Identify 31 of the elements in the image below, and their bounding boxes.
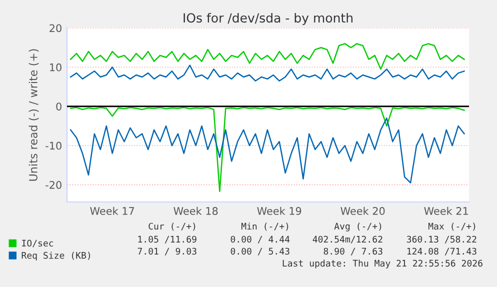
line-series — [70, 64, 465, 82]
line-series — [70, 118, 465, 184]
text: 0.00 / 4.44 — [230, 236, 290, 244]
text: Cur (-/+) — [148, 222, 196, 231]
y-tick-label: -10 — [46, 142, 62, 150]
y-tick-label: 0 — [56, 102, 62, 110]
text: 7.01 / 9.03 — [138, 248, 196, 256]
text: 360.13 /58.22 — [406, 236, 476, 244]
legend-label: Req Size (KB) — [22, 252, 90, 261]
text: 0.00 / 5.43 — [230, 248, 290, 256]
legend-label: IO/sec — [22, 240, 54, 248]
y-tick-label: -20 — [46, 180, 62, 189]
x-tick-label: Week 20 — [340, 206, 385, 215]
text: 402.54m/12.62 — [312, 236, 382, 244]
text: 124.08 /71.43 — [407, 248, 476, 256]
chart-title: IOs for /dev/sda - by month — [184, 12, 352, 26]
text: 1.05 /11.69 — [138, 236, 196, 244]
text: Last update: Thu May 21 22:55:56 2026 — [282, 260, 482, 268]
line-series — [70, 106, 465, 192]
x-tick-label: Week 18 — [174, 206, 218, 215]
line-series — [70, 43, 465, 70]
x-tick-label: Week 17 — [90, 206, 134, 215]
text: Avg (-/+) — [334, 222, 382, 232]
x-tick-label: Week 19 — [257, 206, 302, 215]
text: Min (-/+) — [241, 222, 288, 231]
text: Max (-/+) — [428, 222, 476, 231]
text: 8.90 / 7.63 — [324, 248, 382, 256]
x-tick-label: Week 21 — [424, 206, 468, 215]
y-tick-label: 20 — [50, 24, 62, 32]
y-tick-label: 10 — [50, 63, 62, 72]
y-axis-title: Units read (-) / write (+) — [28, 49, 39, 181]
